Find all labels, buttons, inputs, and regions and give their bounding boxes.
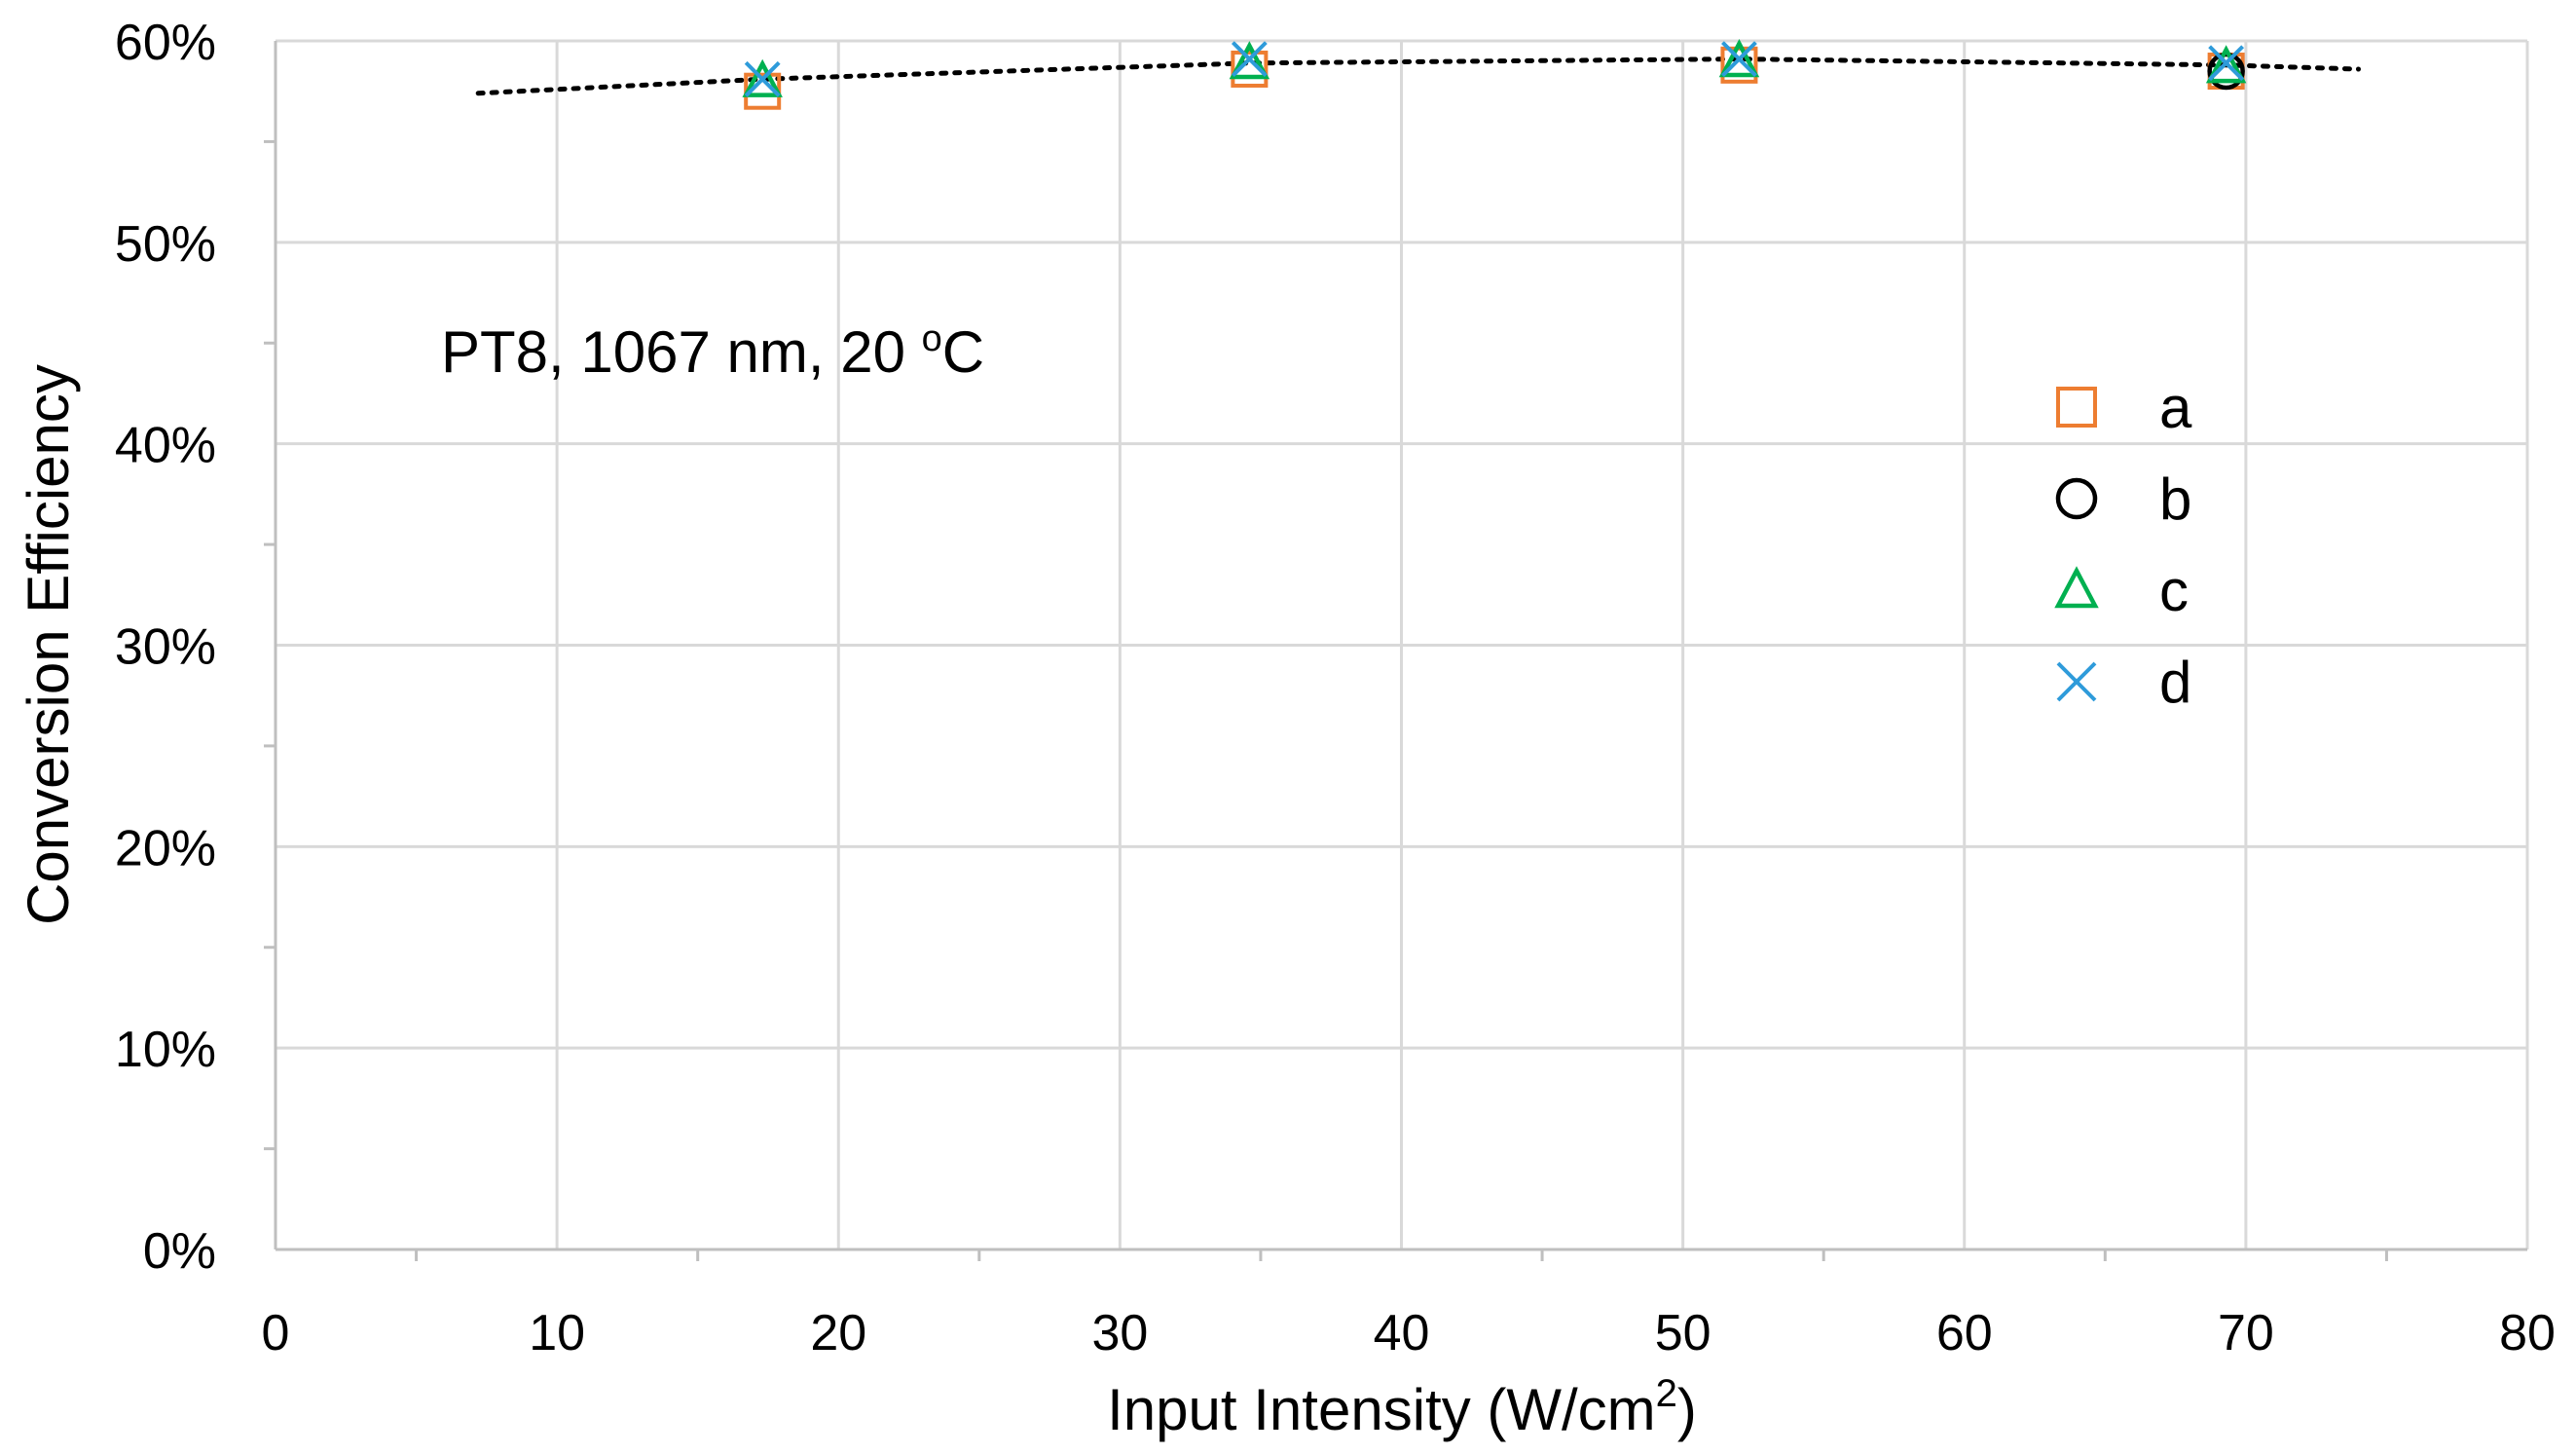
legend-marker-c [2054,566,2099,609]
y-tick-label: 60% [115,15,216,71]
data-point-c [2205,45,2247,84]
x-tick-label: 80 [2499,1305,2556,1361]
trendline [475,56,2361,96]
data-point-d [1721,41,1757,78]
y-tick-label: 20% [115,820,216,876]
data-point-c [742,58,783,97]
axes [264,41,2527,1261]
data-point-a [1231,50,1269,88]
trendline-group [475,56,2361,96]
x-marker-stroke [744,60,781,97]
x-marker-stroke [1721,41,1757,78]
tick-labels: 0 10 20 30 40 50 60 70 80 0% 10% 20% 30% 40% 50% 60% [115,15,2556,1361]
y-tick-label: 30% [115,619,216,676]
x-tick-label: 30 [1091,1305,1148,1361]
data-point-a [1720,46,1758,84]
data-point-d [744,60,781,97]
x-tick-label: 10 [529,1305,585,1361]
legend-item-a: a [2056,375,2192,440]
x-tick-label: 50 [1655,1305,1711,1361]
legend-item-b: b [2055,466,2191,532]
x-tick-label: 0 [262,1305,290,1361]
data-point-d [2208,45,2245,82]
data-points [742,39,2247,110]
x-tick-label: 60 [1936,1305,1993,1361]
x-tick-label: 20 [810,1305,866,1361]
y-tick-label: 10% [115,1022,216,1078]
legend-item-d: d [2056,650,2191,715]
legend-marker-d [2056,661,2097,702]
data-point-c [1718,39,1760,78]
x-marker-stroke [2208,45,2245,82]
y-tick-label: 40% [115,418,216,474]
data-point-d [1231,41,1268,78]
legend-label-d: d [2159,650,2191,715]
x-marker-stroke [2056,661,2097,702]
legend-label-a: a [2159,375,2192,440]
y-tick-label: 0% [143,1223,216,1280]
annotation-label: PT8, 1067 nm, 20 oC [441,318,984,385]
gridlines [276,39,2529,1249]
x-marker-stroke [1231,41,1268,78]
data-point-c [1229,41,1270,80]
x-tick-label: 70 [2218,1305,2274,1361]
legend-marker-b [2055,477,2098,520]
y-axis-title: Conversion Efficiency [16,364,81,925]
x-axis-title: Input Intensity (W/cm2) [1107,1372,1697,1442]
annotation-superscript: o [922,318,942,359]
x-axis-title-superscript: 2 [1656,1372,1677,1415]
data-point-b [2207,52,2245,91]
x-tick-label: 40 [1374,1305,1430,1361]
legend-label-b: b [2159,466,2191,532]
y-tick-label: 50% [115,216,216,273]
legend-item-c: c [2054,558,2189,623]
legend-marker-a [2056,387,2097,428]
legend-label-c: c [2159,558,2189,623]
